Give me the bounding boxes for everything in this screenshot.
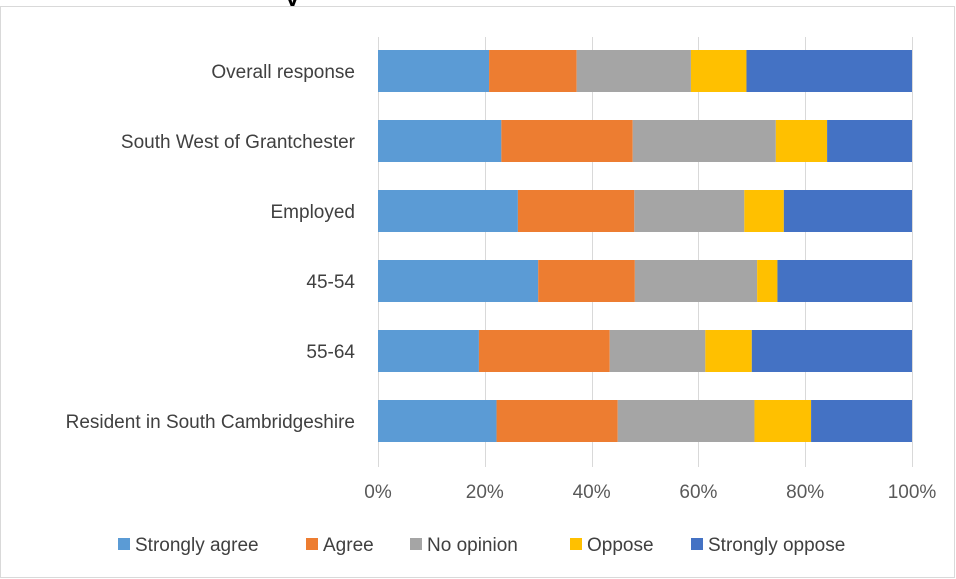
bar-strongly-agree: [378, 190, 518, 232]
bar-strongly-oppose: [783, 190, 912, 232]
bar-no-opinion: [617, 400, 755, 442]
bar-no-opinion: [576, 50, 691, 92]
category-labels: Overall response South West of Grantchest…: [66, 62, 356, 433]
bar-strongly-agree: [378, 330, 479, 372]
legend-label: Strongly oppose: [708, 535, 845, 556]
x-tick-label: 20%: [466, 482, 504, 503]
gridlines: [378, 37, 913, 467]
bar-oppose: [775, 120, 828, 162]
bar-agree: [478, 330, 610, 372]
legend-swatch-oppose: [570, 538, 582, 550]
bar-strongly-agree: [378, 50, 490, 92]
x-tick-label: 100%: [888, 482, 937, 503]
bar-oppose: [744, 190, 784, 232]
bar-no-opinion: [632, 120, 776, 162]
bar-strongly-agree: [378, 260, 539, 302]
x-tick-label: 60%: [679, 482, 717, 503]
bar-strongly-oppose: [777, 260, 912, 302]
bar-oppose: [757, 260, 778, 302]
category-label: 55-64: [306, 342, 355, 363]
bar-strongly-oppose: [827, 120, 912, 162]
legend-label: Agree: [323, 535, 374, 556]
legend-label: Oppose: [587, 535, 654, 556]
bar-strongly-oppose: [811, 400, 912, 442]
category-label: South West of Grantchester: [121, 132, 356, 153]
bar-agree: [538, 260, 635, 302]
bars: [378, 50, 912, 442]
bar-no-opinion: [609, 330, 706, 372]
bar-no-opinion: [634, 190, 745, 232]
bar-agree: [496, 400, 618, 442]
x-tick-label: 40%: [573, 482, 611, 503]
legend-swatch-no-opinion: [410, 538, 422, 550]
legend: Strongly agree Agree No opinion Oppose Stron…: [118, 535, 845, 556]
legend-swatch-agree: [306, 538, 318, 550]
bar-strongly-agree: [378, 400, 497, 442]
legend-label: No opinion: [427, 535, 518, 556]
bar-no-opinion: [634, 260, 758, 302]
bar-agree: [517, 190, 635, 232]
bar-oppose: [705, 330, 752, 372]
bar-strongly-oppose: [751, 330, 912, 372]
chart-title-fragment: y: [0, 0, 956, 6]
chart-title-text: y: [285, 0, 299, 6]
category-label: Resident in South Cambridgeshire: [66, 412, 355, 433]
x-tick-label: 0%: [364, 482, 392, 503]
legend-swatch-strongly-agree: [118, 538, 130, 550]
bar-strongly-oppose: [746, 50, 912, 92]
category-label: Employed: [271, 202, 356, 223]
bar-strongly-agree: [378, 120, 502, 162]
bar-agree: [489, 50, 577, 92]
stacked-bar-chart: Overall response South West of Grantchest…: [66, 37, 936, 556]
bar-oppose: [754, 400, 812, 442]
chart-area: Overall response South West of Grantchest…: [0, 6, 955, 578]
x-axis-tick-labels: 0% 20% 40% 60% 80% 100%: [364, 482, 936, 503]
x-tick-label: 80%: [786, 482, 824, 503]
legend-swatch-strongly-oppose: [691, 538, 703, 550]
legend-label: Strongly agree: [135, 535, 259, 556]
category-label: 45-54: [306, 272, 355, 293]
bar-oppose: [690, 50, 747, 92]
category-label: Overall response: [211, 62, 355, 83]
bar-agree: [501, 120, 633, 162]
